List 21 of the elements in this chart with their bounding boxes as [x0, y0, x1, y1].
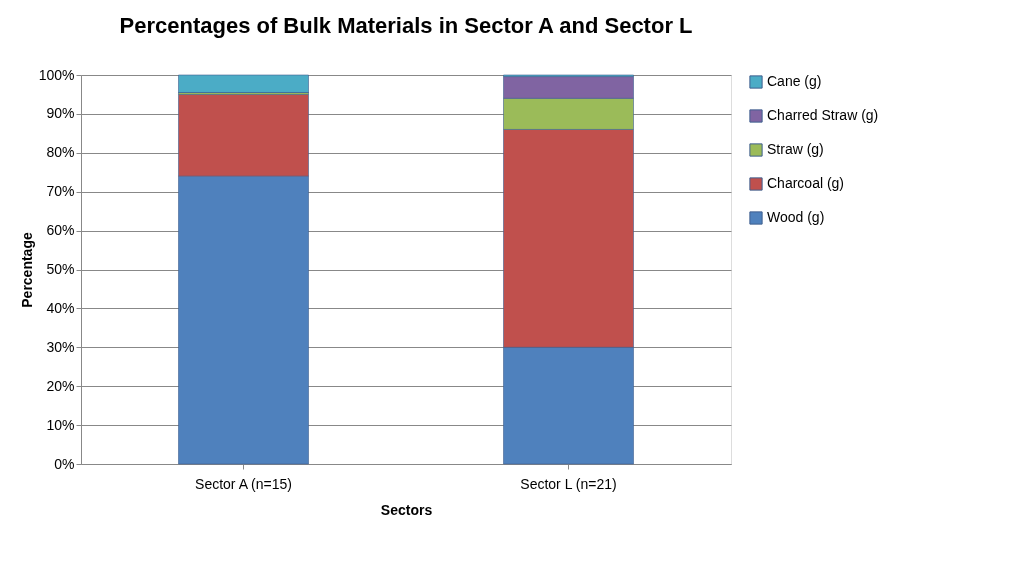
legend-label: Straw (g) [767, 141, 824, 157]
y-axis-title: Percentage [18, 232, 35, 308]
y-tick-label: 0% [54, 455, 75, 472]
y-tick-label: 100% [38, 66, 75, 83]
y-tick-label: 80% [46, 144, 75, 161]
y-tick-label: 60% [46, 222, 75, 239]
y-tick-label: 50% [46, 261, 75, 277]
y-tick-label: 20% [46, 377, 75, 394]
y-tick-label: 40% [46, 299, 75, 316]
x-tick-label: Sector A (n=15) [195, 475, 292, 492]
y-tick-label: 30% [46, 338, 75, 355]
y-tick-label: 90% [46, 105, 75, 122]
y-tick-label: 10% [46, 416, 75, 433]
chart-title: Percentages of Bulk Materials in Sector A and Sector L [119, 13, 693, 38]
x-axis-title: Sectors [380, 501, 433, 518]
legend-label: Wood (g) [767, 209, 825, 225]
legend-label: Charred Straw (g) [767, 107, 879, 123]
legend-label: Charcoal (g) [767, 175, 845, 191]
legend-label: Cane (g) [767, 73, 822, 89]
x-tick-label: Sector L (n=21) [520, 475, 617, 492]
y-tick-label: 70% [46, 183, 75, 200]
